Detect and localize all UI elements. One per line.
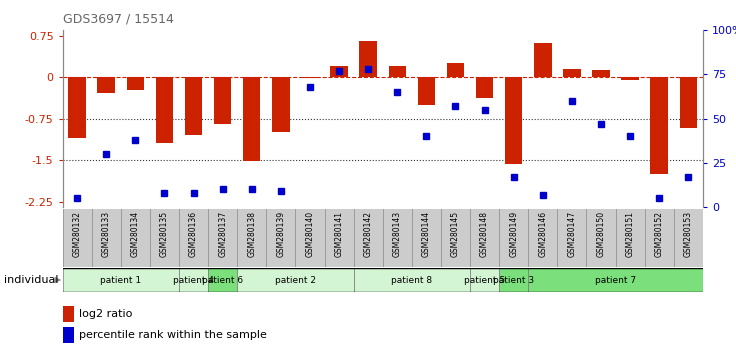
Bar	[417, 77, 435, 105]
Bar	[208, 268, 237, 292]
Text: GSM280153: GSM280153	[684, 211, 693, 257]
Text: GSM280145: GSM280145	[451, 211, 460, 257]
Bar	[563, 69, 581, 77]
Text: GSM280140: GSM280140	[305, 211, 314, 257]
Text: patient 8: patient 8	[392, 275, 432, 285]
Bar	[359, 41, 377, 77]
Text: GSM280151: GSM280151	[626, 211, 634, 257]
Text: patient 5: patient 5	[464, 275, 505, 285]
Bar	[353, 268, 470, 292]
Bar	[389, 66, 406, 77]
Bar	[63, 268, 179, 292]
Bar	[127, 77, 144, 90]
Text: GSM280150: GSM280150	[596, 211, 606, 257]
Text: GSM280152: GSM280152	[655, 211, 664, 257]
Bar	[621, 77, 639, 80]
Bar	[237, 268, 353, 292]
Text: patient 6: patient 6	[202, 275, 243, 285]
Bar	[505, 77, 523, 164]
Text: GSM280142: GSM280142	[364, 211, 372, 257]
Text: GSM280139: GSM280139	[276, 211, 286, 257]
Bar	[447, 63, 464, 77]
Bar	[679, 77, 697, 128]
Text: GSM280148: GSM280148	[480, 211, 489, 257]
Bar	[156, 77, 173, 143]
Bar	[301, 77, 319, 78]
Text: GSM280138: GSM280138	[247, 211, 256, 257]
Bar	[243, 77, 261, 161]
Text: patient 2: patient 2	[275, 275, 316, 285]
Bar	[499, 268, 528, 292]
Bar	[476, 77, 493, 98]
Bar	[214, 77, 231, 124]
Text: GSM280135: GSM280135	[160, 211, 169, 257]
Text: GDS3697 / 15514: GDS3697 / 15514	[63, 12, 174, 25]
Text: GSM280144: GSM280144	[422, 211, 431, 257]
Text: GSM280149: GSM280149	[509, 211, 518, 257]
Text: GSM280146: GSM280146	[538, 211, 548, 257]
Bar	[272, 77, 289, 132]
Text: patient 7: patient 7	[595, 275, 636, 285]
Bar	[185, 77, 202, 135]
Text: GSM280134: GSM280134	[131, 211, 140, 257]
Bar	[97, 77, 115, 93]
Text: GSM280143: GSM280143	[393, 211, 402, 257]
Bar	[179, 268, 208, 292]
Text: individual: individual	[4, 275, 58, 285]
Text: patient 1: patient 1	[100, 275, 141, 285]
Text: GSM280147: GSM280147	[567, 211, 576, 257]
Text: patient 4: patient 4	[173, 275, 214, 285]
Bar	[63, 327, 74, 343]
Text: GSM280132: GSM280132	[73, 211, 82, 257]
Bar	[592, 70, 609, 77]
Bar	[528, 268, 703, 292]
Text: patient 3: patient 3	[493, 275, 534, 285]
Bar	[330, 66, 348, 77]
Text: percentile rank within the sample: percentile rank within the sample	[79, 330, 267, 341]
Text: GSM280133: GSM280133	[102, 211, 110, 257]
Bar	[470, 268, 499, 292]
Text: GSM280141: GSM280141	[335, 211, 344, 257]
Bar	[534, 43, 551, 77]
Bar	[68, 77, 86, 138]
Bar	[63, 306, 74, 321]
Text: GSM280136: GSM280136	[189, 211, 198, 257]
Text: log2 ratio: log2 ratio	[79, 309, 132, 319]
Text: GSM280137: GSM280137	[218, 211, 227, 257]
Bar	[651, 77, 668, 174]
